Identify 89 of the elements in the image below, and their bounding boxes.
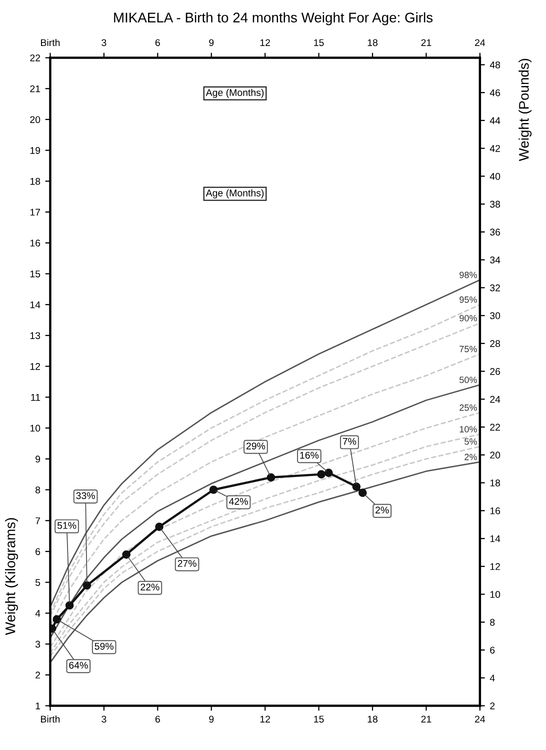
x2-tick-label: 12 (260, 39, 270, 46)
y2-tick-label: 30 (490, 312, 500, 320)
y2-tick-label: 28 (490, 340, 500, 348)
series-label: 10% (460, 426, 477, 432)
y2-tick-label: 38 (490, 200, 500, 208)
series-label: 2% (464, 454, 477, 460)
annotation: 22% (140, 584, 160, 590)
annotation: 2% (376, 506, 389, 514)
series-label: 98% (460, 272, 477, 278)
annotation: 16% (300, 452, 319, 459)
y2-tick-label: 18 (490, 480, 500, 486)
series-label: 50% (460, 376, 477, 384)
y-tick-label: 18 (30, 178, 40, 185)
annotation: 42% (229, 498, 248, 505)
x-tick-label: 6 (155, 716, 160, 723)
y-axis-title: Weight (Kilograms) (5, 518, 18, 636)
y2-tick-label: 16 (490, 507, 500, 514)
series-label: 95% (460, 296, 477, 303)
y-tick-label: 1 (36, 702, 40, 710)
x-tick-label: 9 (209, 716, 214, 723)
x2-tick-label: 18 (368, 39, 378, 46)
y2-tick-label: 4 (490, 674, 495, 682)
y-tick-label: 7 (36, 517, 40, 524)
y2-tick-label: 2 (490, 702, 495, 710)
y2-tick-label: 40 (490, 172, 500, 180)
y2-tick-label: 44 (490, 117, 500, 124)
y-tick-label: 11 (31, 394, 40, 401)
x2-tick-label: 24 (475, 39, 486, 46)
y-tick-label: 4 (35, 610, 40, 617)
y-tick-label: 21 (30, 85, 40, 92)
y-tick-label: 22 (30, 54, 40, 62)
y-tick-label: 12 (30, 363, 40, 370)
y2-tick-label: 22 (490, 424, 500, 431)
y2-tick-label: 20 (490, 452, 500, 459)
x-tick-label: 21 (421, 716, 432, 723)
y2-tick-label: 8 (490, 618, 495, 626)
y-tick-label: 15 (30, 270, 40, 278)
y2-tick-label: 34 (490, 256, 500, 264)
x-tick-label: 24 (475, 716, 486, 723)
y2-tick-label: 6 (490, 646, 495, 654)
y2-tick-label: 42 (490, 145, 500, 152)
y-tick-label: 14 (30, 301, 40, 308)
annotation: Age (Months) (206, 189, 264, 198)
annotation: 64% (69, 662, 88, 669)
y2-axis-title: Weight (Pounds) (518, 58, 532, 162)
annotation: 59% (94, 642, 114, 650)
y-tick-label: 3 (35, 640, 40, 648)
y-tick-label: 9 (36, 456, 40, 463)
y2-tick-label: 14 (490, 535, 500, 542)
y2-tick-label: 36 (490, 228, 500, 236)
y-tick-label: 10 (30, 424, 40, 432)
x-tick-label: Birth (41, 715, 60, 723)
x2-tick-label: 9 (209, 39, 214, 46)
y-tick-label: 17 (30, 208, 40, 216)
y2-tick-label: 46 (490, 89, 500, 96)
x2-tick-label: Birth (41, 38, 60, 46)
x2-tick-label: 6 (155, 39, 160, 46)
chart-title: MIKAELA - Birth to 24 months Weight For Age: Girls (114, 12, 433, 26)
y2-tick-label: 48 (490, 61, 500, 68)
y-tick-label: 5 (35, 579, 40, 586)
x2-tick-label: 15 (314, 39, 324, 46)
series-label: 90% (460, 314, 477, 322)
annotation: 51% (57, 522, 76, 529)
y2-tick-label: 10 (490, 591, 500, 598)
x2-tick-label: 3 (102, 39, 106, 46)
x-tick-label: 18 (368, 716, 378, 723)
x2-tick-label: 21 (421, 39, 432, 46)
annotation: 7% (342, 438, 356, 445)
annotation: 29% (246, 442, 266, 450)
annotation: 27% (178, 560, 196, 567)
annotation: Age (Months) (206, 88, 264, 98)
series-label: 5% (464, 438, 477, 445)
annotation: 33% (76, 492, 95, 500)
y2-tick-label: 12 (490, 563, 500, 570)
y-tick-label: 19 (30, 147, 40, 154)
y-tick-label: 2 (36, 672, 40, 678)
y-tick-label: 8 (36, 486, 40, 494)
y2-tick-label: 24 (490, 396, 500, 403)
x-tick-label: 15 (314, 716, 324, 723)
y-tick-label: 20 (30, 116, 40, 124)
series-label: 75% (460, 346, 477, 352)
x-tick-label: 3 (102, 716, 106, 723)
x-tick-label: 12 (260, 716, 270, 723)
y-tick-label: 6 (36, 548, 40, 556)
series-label: 25% (460, 404, 477, 411)
y-tick-label: 16 (30, 240, 40, 247)
y2-tick-label: 32 (490, 284, 500, 292)
y2-tick-label: 26 (490, 368, 500, 375)
y-tick-label: 13 (30, 332, 40, 340)
